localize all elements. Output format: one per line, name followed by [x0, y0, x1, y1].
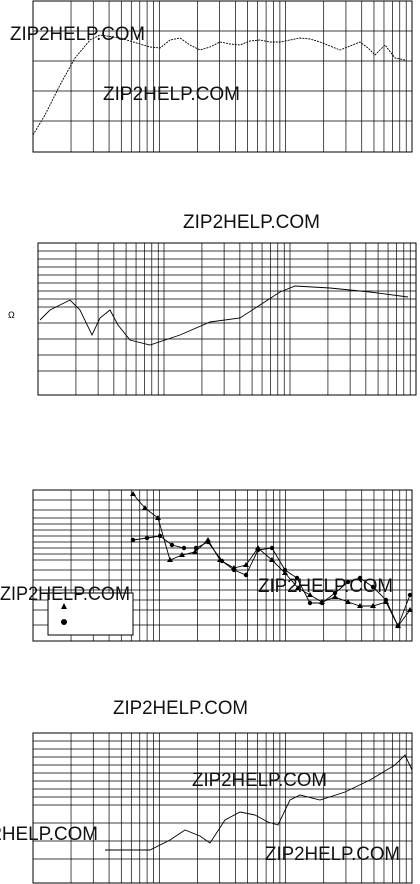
circle-marker	[307, 600, 313, 606]
circle-marker	[332, 590, 338, 596]
circle-marker	[345, 579, 351, 585]
circle-marker	[144, 535, 150, 541]
circle-marker	[219, 558, 225, 564]
circle-marker	[294, 575, 300, 581]
triangle-marker	[155, 515, 161, 520]
circle-marker	[169, 542, 175, 548]
circle-marker	[130, 537, 136, 543]
curve-markers	[130, 491, 413, 629]
triangle-marker	[407, 607, 413, 612]
triangle-marker	[295, 585, 301, 590]
circle-marker	[243, 572, 249, 578]
graph-frame	[32, 0, 413, 153]
response-curve	[32, 34, 406, 136]
circle-marker	[319, 600, 325, 606]
watermark: ZIP2HELP.COM	[183, 212, 320, 233]
circle-marker	[255, 547, 261, 553]
triangle-marker	[192, 549, 198, 554]
circle-marker	[407, 592, 413, 598]
circle-marker	[282, 567, 288, 573]
triangle-marker	[307, 592, 313, 597]
triangle-marker	[269, 557, 275, 562]
legend-box	[47, 592, 134, 636]
triangle-marker	[282, 570, 288, 575]
triangle-marker	[142, 505, 148, 510]
watermark: ZIP2HELP.COM	[265, 844, 400, 865]
circle-marker	[157, 533, 163, 539]
triangle-marker	[345, 599, 351, 604]
circle-marker	[370, 584, 376, 590]
graph-grids	[33, 1, 416, 883]
triangle-marker	[357, 603, 363, 608]
circle-marker	[181, 545, 187, 551]
circle-marker	[383, 597, 389, 603]
unit-symbol: Ω	[8, 310, 15, 320]
circle-marker	[357, 575, 363, 581]
triangle-marker	[167, 557, 173, 562]
watermark: ZIP2HELP.COM	[10, 24, 145, 45]
phase-curve	[105, 754, 413, 851]
circle-marker	[395, 623, 401, 629]
graph-frame	[37, 242, 417, 396]
triangle-marker	[179, 552, 185, 557]
graph-frame	[32, 732, 413, 884]
triangle-marker	[332, 594, 338, 599]
impedance-curve	[39, 285, 409, 346]
triangle-marker	[370, 603, 376, 608]
triangle-marker	[130, 491, 136, 496]
circle-marker	[231, 567, 237, 573]
watermark: ZIP2HELP.COM	[0, 584, 130, 605]
graph-frame	[32, 489, 413, 642]
legend-circle	[61, 619, 67, 625]
circle-marker	[193, 545, 199, 551]
circle-marker	[205, 539, 211, 545]
watermark: ZIP2HELP.COM	[192, 770, 327, 791]
watermark: ZIP2HELP.COM	[0, 824, 98, 845]
watermark: ZIP2HELP.COM	[113, 698, 248, 719]
watermark: ZIP2HELP.COM	[258, 576, 393, 597]
legend-triangle	[61, 603, 67, 609]
watermark: ZIP2HELP.COM	[103, 84, 240, 105]
circle-marker	[269, 545, 275, 551]
triangle-marker	[243, 562, 249, 567]
